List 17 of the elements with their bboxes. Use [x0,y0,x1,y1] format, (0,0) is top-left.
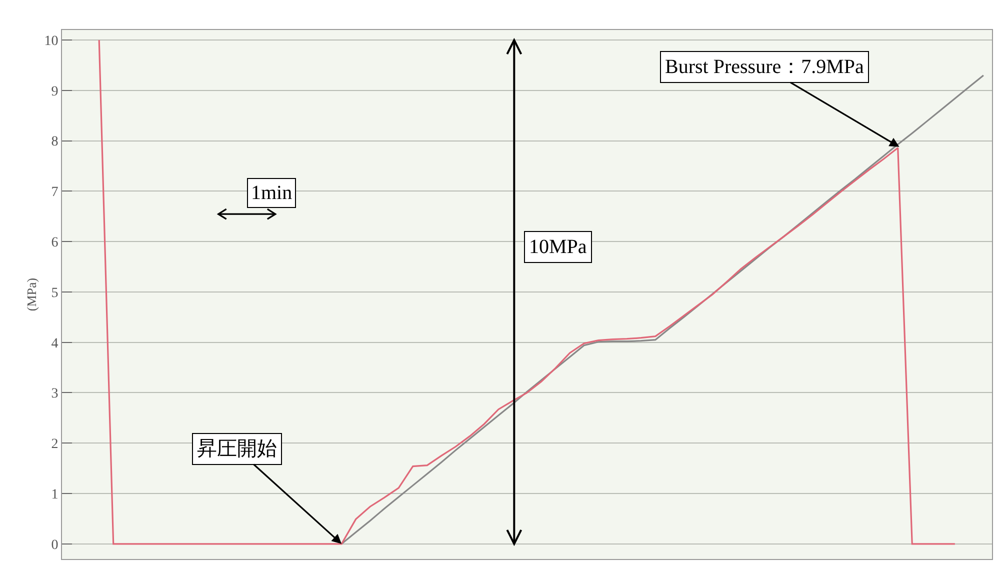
y-tick-label: 3 [51,386,58,402]
y-tick-label: 7 [51,185,58,200]
y-axis-title: (MPa) [24,278,40,312]
annotation: 1min [251,182,292,204]
annotation: 10MPa [529,236,587,258]
y-tick-label: 1 [51,487,58,502]
line-series [98,39,956,545]
y-tick-label: 2 [51,437,58,452]
y-tick-label: 9 [51,84,58,100]
y-tick-label: 0 [51,538,58,553]
y-tick-label: 6 [51,236,58,250]
annotation: 昇圧開始 [197,438,277,460]
y-tick-label: 8 [51,134,58,150]
y-tick-label: 10 [44,34,58,49]
annotation: Burst Pressure：7.9MPa [665,56,864,78]
y-tick-label: 4 [51,336,58,352]
y-tick-label: 5 [51,286,58,301]
